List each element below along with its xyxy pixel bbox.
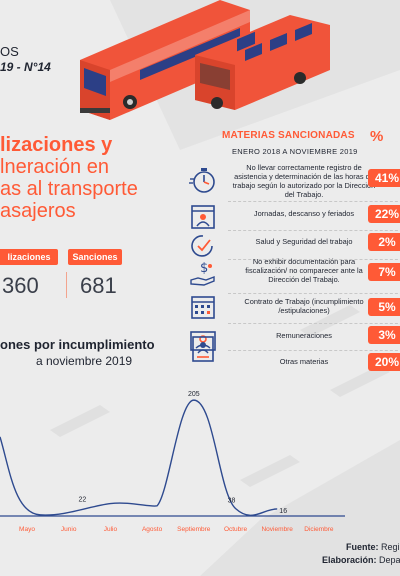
x-tick-label: Agosto	[142, 526, 163, 533]
x-tick-label: Octubre	[224, 526, 248, 533]
panel-title: MATERIAS SANCIONADAS	[222, 130, 355, 141]
hand-money-icon: $	[190, 261, 215, 286]
materia-percent: 5%	[368, 298, 400, 316]
sanciones-line-chart: Mayo Junio Julio Agosto Septiembre Octubre Nov…	[0, 391, 345, 533]
x-tick-label: Junio	[61, 526, 77, 533]
source-label: Fuente:	[346, 542, 379, 552]
title-line-2: lneración en	[0, 156, 109, 178]
sanciones-badge: Sanciones	[68, 249, 122, 265]
materia-percent: 3%	[368, 326, 400, 344]
materia-text: Otras materias	[279, 357, 329, 366]
header-label: OS	[0, 44, 19, 59]
data-label: 22	[79, 497, 87, 504]
materia-row: $ No exhibir documentación para fiscaliz…	[188, 255, 400, 295]
materia-row: No llevar correctamente registro de asis…	[188, 160, 400, 203]
title-line-1: lizaciones y	[0, 134, 113, 156]
sanciones-value: 681	[80, 273, 117, 298]
materia-text: Salud y Seguridad del trabajo	[255, 237, 353, 246]
materia-row: Salud y Seguridad del trabajo 2%	[188, 233, 400, 261]
materia-percent: 20%	[368, 353, 400, 371]
materia-row: Contrato de Trabajo (incumplimiento /est…	[188, 294, 400, 324]
materia-text: Remuneraciones	[276, 331, 332, 340]
x-tick-label: Septiembre	[177, 526, 211, 533]
elaboration-value: Depar	[379, 555, 400, 565]
materia-percent: 22%	[368, 205, 400, 223]
stopwatch-icon	[189, 168, 215, 193]
calendar-grid-icon	[191, 296, 215, 319]
bus-illustration-left	[80, 0, 250, 120]
main-title: lizaciones y lneración en as al transpor…	[0, 134, 175, 222]
materia-text: No exhibir documentación para fiscalizac…	[245, 257, 363, 284]
materia-text: No llevar correctamente registro de asis…	[232, 163, 376, 199]
source-line: Fuente: Regi	[346, 542, 400, 552]
issue-number: 19 - N°14	[0, 60, 51, 74]
clock-check-icon	[191, 235, 213, 257]
x-tick-label: Diciembre	[304, 526, 334, 533]
data-label: 16	[279, 508, 287, 515]
materia-percent: 7%	[368, 263, 400, 281]
svg-text:$: $	[200, 261, 208, 276]
materia-text: Jornadas, descanso y feriados	[253, 209, 355, 218]
title-line-4: asajeros	[0, 200, 76, 222]
materia-percent: 2%	[368, 233, 400, 251]
elaboration-label: Elaboración:	[322, 555, 377, 565]
data-label: 205	[188, 391, 200, 398]
chart-subtitle: a noviembre 2019	[36, 354, 133, 368]
data-label: 38	[228, 498, 236, 505]
panel-percent-symbol: %	[370, 128, 384, 145]
materia-row: Remuneraciones 3%	[188, 324, 400, 352]
row-divider	[228, 259, 400, 261]
x-tick-label: Noviembre	[261, 526, 293, 533]
row-divider	[228, 230, 400, 232]
materia-text: Contrato de Trabajo (incumplimiento /est…	[244, 297, 364, 315]
panel-date-range: ENERO 2018 A NOVIEMBRE 2019	[232, 147, 358, 156]
materia-percent: 41%	[368, 169, 400, 187]
chart-title: ones por incumplimiento	[0, 337, 155, 352]
series-line	[0, 399, 278, 517]
x-tick-label: Julio	[104, 526, 118, 533]
source-value: Regi	[381, 542, 400, 552]
fiscalizaciones-value: 360	[2, 273, 39, 298]
x-tick-label: Mayo	[19, 526, 35, 533]
fiscalizaciones-badge: lizaciones	[0, 249, 58, 265]
row-divider	[228, 350, 400, 352]
materia-row: Jornadas, descanso y feriados 22%	[188, 203, 400, 231]
row-divider	[228, 201, 400, 203]
title-line-3: as al transporte	[0, 178, 138, 200]
stats-divider	[66, 272, 67, 298]
materia-row: Otras materias 20%	[188, 336, 400, 378]
calendar-person-icon	[191, 205, 215, 229]
row-divider	[228, 293, 400, 295]
elaboration-line: Elaboración: Depar	[322, 555, 400, 565]
row-divider	[228, 323, 400, 325]
id-document-icon	[192, 336, 214, 362]
bus-illustration-right	[195, 15, 330, 110]
